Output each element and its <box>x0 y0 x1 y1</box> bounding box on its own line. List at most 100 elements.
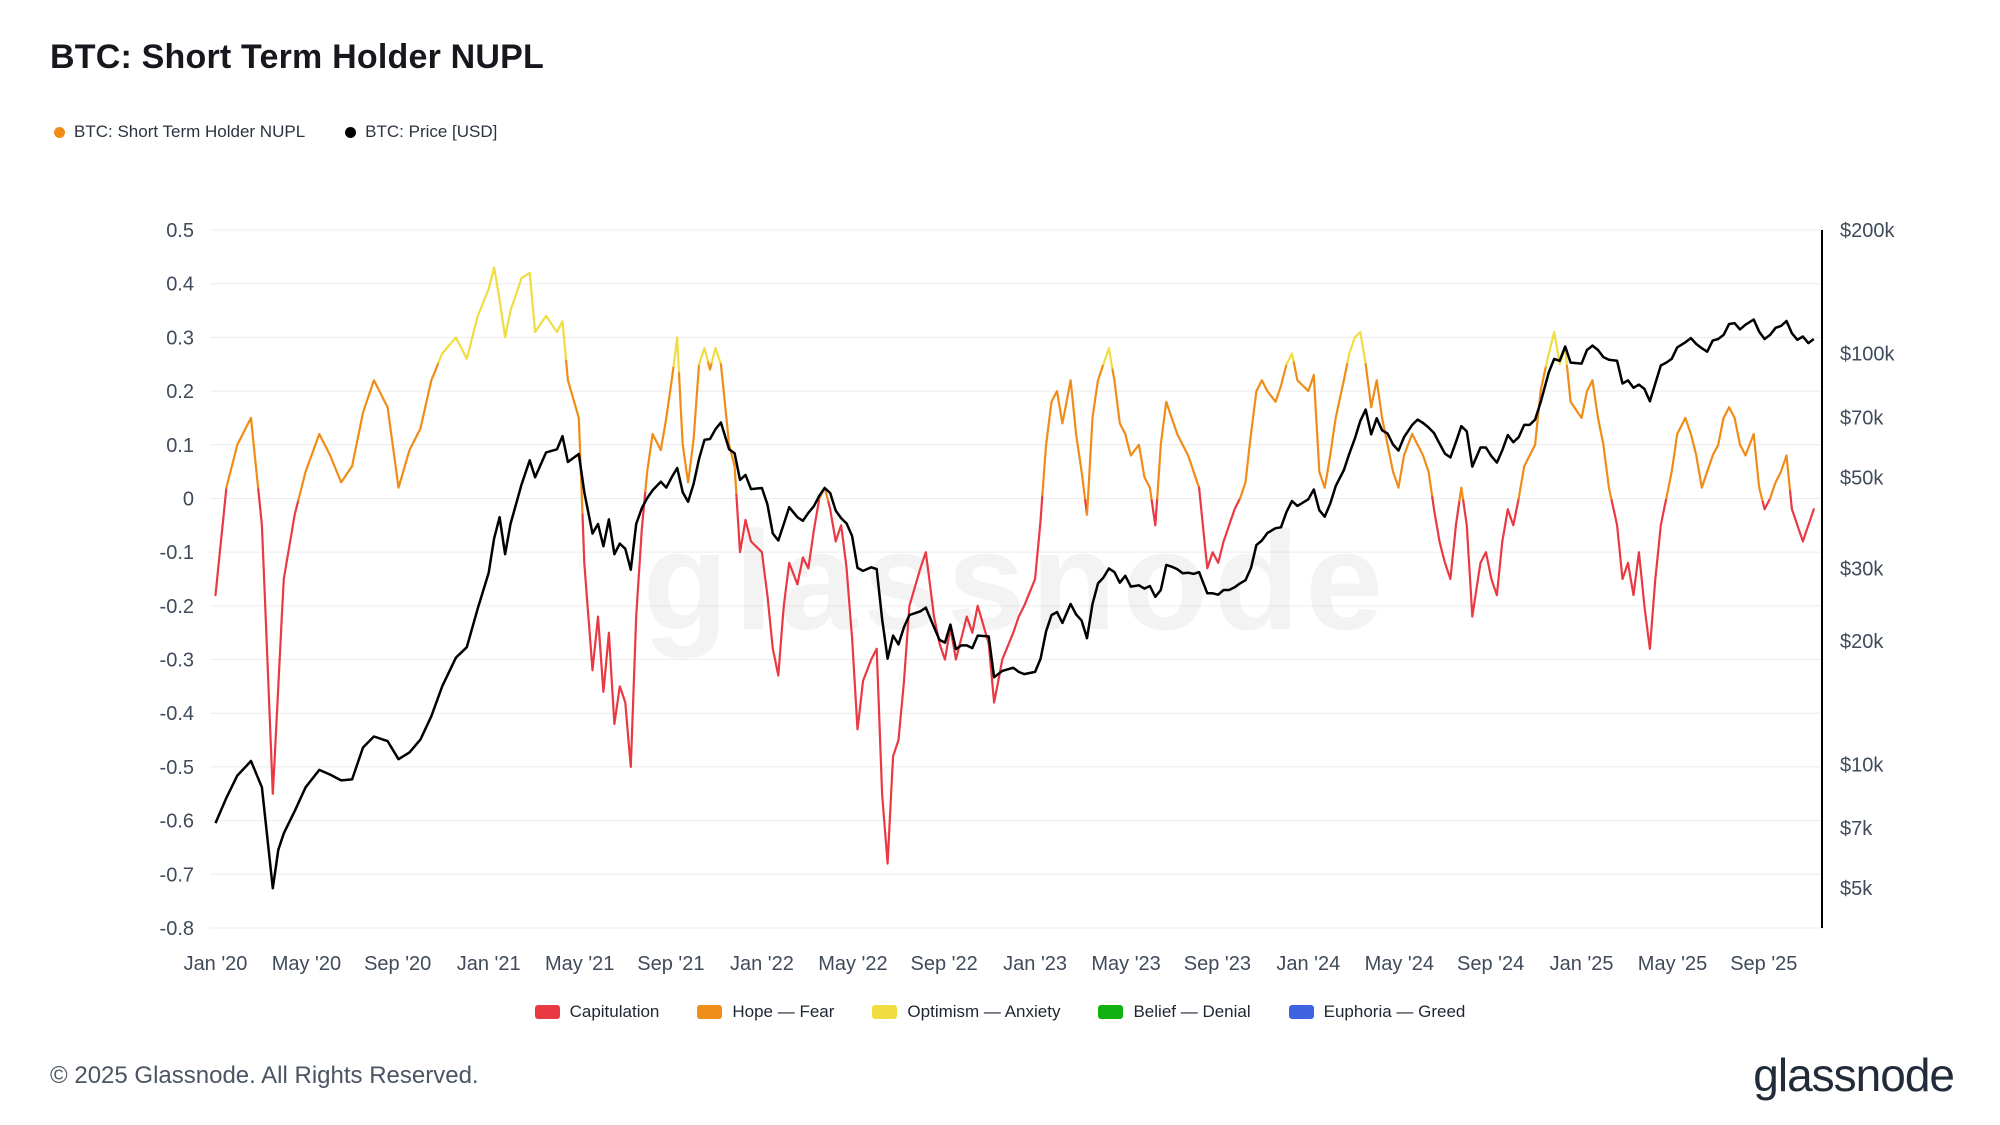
band-legend-item-belief-denial: Belief — Denial <box>1098 1002 1251 1022</box>
band-legend-optimism-anxiety-label: Optimism — Anxiety <box>907 1002 1061 1021</box>
nupl-line-segment <box>644 364 675 493</box>
x-tick-label: May '20 <box>272 953 341 975</box>
nupl-line-segment <box>297 361 440 502</box>
x-tick-label: May '24 <box>1365 953 1434 975</box>
band-legend-euphoria-greed-label: Euphoria — Greed <box>1323 1002 1466 1021</box>
page-title: BTC: Short Term Holder NUPL <box>50 38 545 76</box>
nupl-line-segment <box>672 336 681 375</box>
x-tick-label: Sep '21 <box>637 953 704 975</box>
nupl-line-segment <box>1761 497 1772 511</box>
nupl-line-segment <box>677 363 701 484</box>
y-left-tick-label: 0.3 <box>166 327 194 349</box>
nupl-line-segment <box>1346 330 1367 366</box>
nupl-line-segment <box>1292 361 1349 489</box>
capitulation-swatch-icon <box>534 1005 560 1019</box>
nupl-line-segment <box>214 486 228 597</box>
x-tick-label: May '23 <box>1091 953 1160 975</box>
x-tick-label: Jan '24 <box>1276 953 1340 975</box>
x-tick-label: Jan '21 <box>457 953 521 975</box>
nupl-line-segment <box>581 490 647 768</box>
y-left-tick-label: -0.6 <box>160 811 194 833</box>
y-left-tick-label: 0.2 <box>166 381 194 403</box>
y-left-tick-label: -0.5 <box>160 757 194 779</box>
band-legend-hope-fear-label: Hope — Fear <box>732 1002 835 1021</box>
band-legend-item-capitulation: Capitulation <box>534 1002 659 1022</box>
nupl-line-segment <box>1789 490 1815 543</box>
price-series-dot-icon <box>345 126 357 138</box>
nupl-line-segment <box>1517 364 1548 500</box>
nupl-line-segment <box>257 488 300 795</box>
y-left-tick-label: 0.1 <box>166 435 194 457</box>
nupl-line-segment <box>707 361 713 371</box>
nupl-line-segment <box>1458 486 1465 502</box>
band-legend-item-euphoria-greed: Euphoria — Greed <box>1288 1002 1466 1022</box>
y-left-tick-label: -0.7 <box>160 864 194 886</box>
nupl-line-segment <box>1665 406 1764 504</box>
y-right-tick-label: $70k <box>1840 407 1884 429</box>
y-left-tick-label: 0 <box>183 488 194 510</box>
y-right-tick-label: $7k <box>1840 818 1873 840</box>
nupl-line-segment <box>1769 454 1792 500</box>
x-tick-label: Jan '23 <box>1003 953 1067 975</box>
chart-plot-area[interactable] <box>210 230 1822 928</box>
nupl-line-segment <box>1102 347 1114 371</box>
nupl-line-segment <box>735 493 821 677</box>
nupl-line-segment <box>1041 379 1087 502</box>
y-right-tick-label: $30k <box>1840 558 1884 580</box>
nupl-line-segment <box>710 347 722 366</box>
band-legend-item-hope-fear: Hope — Fear <box>697 1002 834 1022</box>
nupl-line-segment <box>1285 352 1295 366</box>
legend-item-nupl[interactable]: BTC: Short Term Holder NUPL <box>54 122 305 142</box>
copyright-text: © 2025 Glassnode. All Rights Reserved. <box>50 1062 479 1089</box>
nupl-line-segment <box>437 266 568 364</box>
price-line <box>214 318 1815 890</box>
y-right-tick-label: $100k <box>1840 344 1895 366</box>
series-legend: BTC: Short Term Holder NUPL BTC: Price [… <box>54 122 497 142</box>
x-tick-label: Sep '24 <box>1457 953 1524 975</box>
legend-item-nupl-label: BTC: Short Term Holder NUPL <box>74 122 306 141</box>
euphoria-greed-swatch-icon <box>1288 1005 1314 1019</box>
nupl-line-segment <box>1150 497 1159 527</box>
x-tick-label: Jan '25 <box>1550 953 1614 975</box>
nupl-line-segment <box>1462 497 1520 618</box>
y-right-tick-label: $5k <box>1840 878 1873 900</box>
x-tick-label: Sep '25 <box>1730 953 1797 975</box>
legend-item-price[interactable]: BTC: Price [USD] <box>345 122 497 142</box>
belief-denial-swatch-icon <box>1098 1005 1124 1019</box>
y-right-tick-label: $10k <box>1840 755 1884 777</box>
nupl-line-segment <box>1364 363 1434 498</box>
y-left-tick-label: -0.8 <box>160 918 194 940</box>
optimism-anxiety-swatch-icon <box>872 1005 898 1019</box>
x-tick-label: Jan '22 <box>730 953 794 975</box>
legend-item-price-label: BTC: Price [USD] <box>365 122 498 141</box>
nupl-line-segment <box>1111 368 1153 502</box>
x-tick-label: Sep '23 <box>1184 953 1251 975</box>
y-right-tick-label: $50k <box>1840 467 1884 489</box>
nupl-line-segment <box>1085 363 1105 516</box>
nupl-line-segment <box>225 416 260 491</box>
y-left-tick-label: 0.4 <box>166 274 194 296</box>
y-left-tick-label: -0.3 <box>160 650 194 672</box>
hope-fear-swatch-icon <box>697 1005 723 1019</box>
nupl-line-segment <box>1198 486 1242 570</box>
y-left-tick-label: -0.2 <box>160 596 194 618</box>
nupl-line-segment <box>1565 364 1613 502</box>
band-legend-belief-denial-label: Belief — Denial <box>1133 1002 1251 1021</box>
nupl-line-segment <box>1238 363 1288 500</box>
x-tick-label: Sep '22 <box>910 953 977 975</box>
nupl-line-segment <box>1610 497 1668 650</box>
x-tick-label: May '22 <box>818 953 887 975</box>
y-right-tick-label: $200k <box>1840 220 1895 242</box>
glassnode-logo[interactable]: glassnode <box>1753 1049 1955 1101</box>
x-tick-label: May '21 <box>545 953 614 975</box>
x-tick-label: May '25 <box>1638 953 1707 975</box>
y-left-tick-label: -0.4 <box>160 703 194 725</box>
band-legend: Capitulation Hope — Fear Optimism — Anxi… <box>0 1002 2000 1022</box>
nupl-series-dot-icon <box>54 126 65 138</box>
x-tick-label: Jan '20 <box>184 953 248 975</box>
nupl-line-segment <box>1156 400 1201 500</box>
y-left-tick-label: 0.5 <box>166 220 194 242</box>
x-tick-label: Sep '20 <box>364 953 431 975</box>
